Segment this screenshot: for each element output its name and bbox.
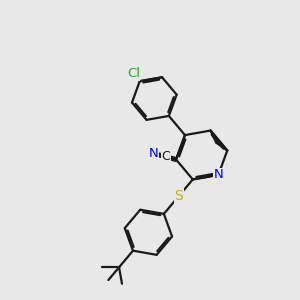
Text: N: N <box>148 147 158 160</box>
Text: S: S <box>175 189 183 203</box>
Text: Cl: Cl <box>127 67 140 80</box>
Text: C: C <box>161 150 170 163</box>
Text: N: N <box>214 168 223 182</box>
